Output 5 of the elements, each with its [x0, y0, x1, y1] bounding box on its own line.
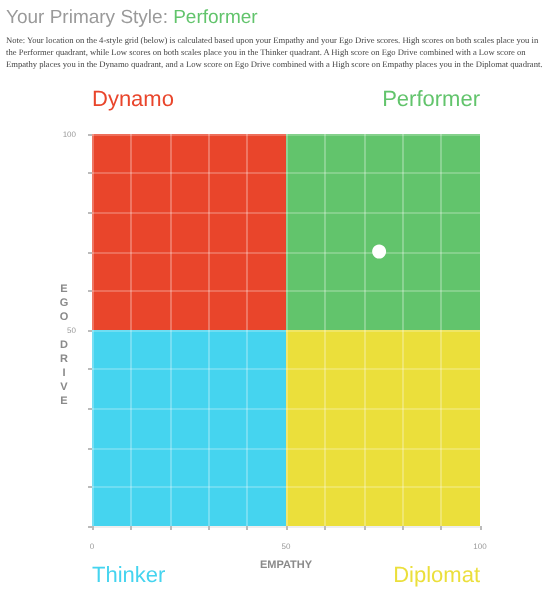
text: Dynamo: [92, 88, 174, 112]
text: Thinker: [92, 564, 167, 588]
chart-title: Your Primary Style: Performer: [6, 7, 258, 29]
text: Performer: [382, 88, 481, 112]
text: Diplomat: [393, 564, 480, 588]
